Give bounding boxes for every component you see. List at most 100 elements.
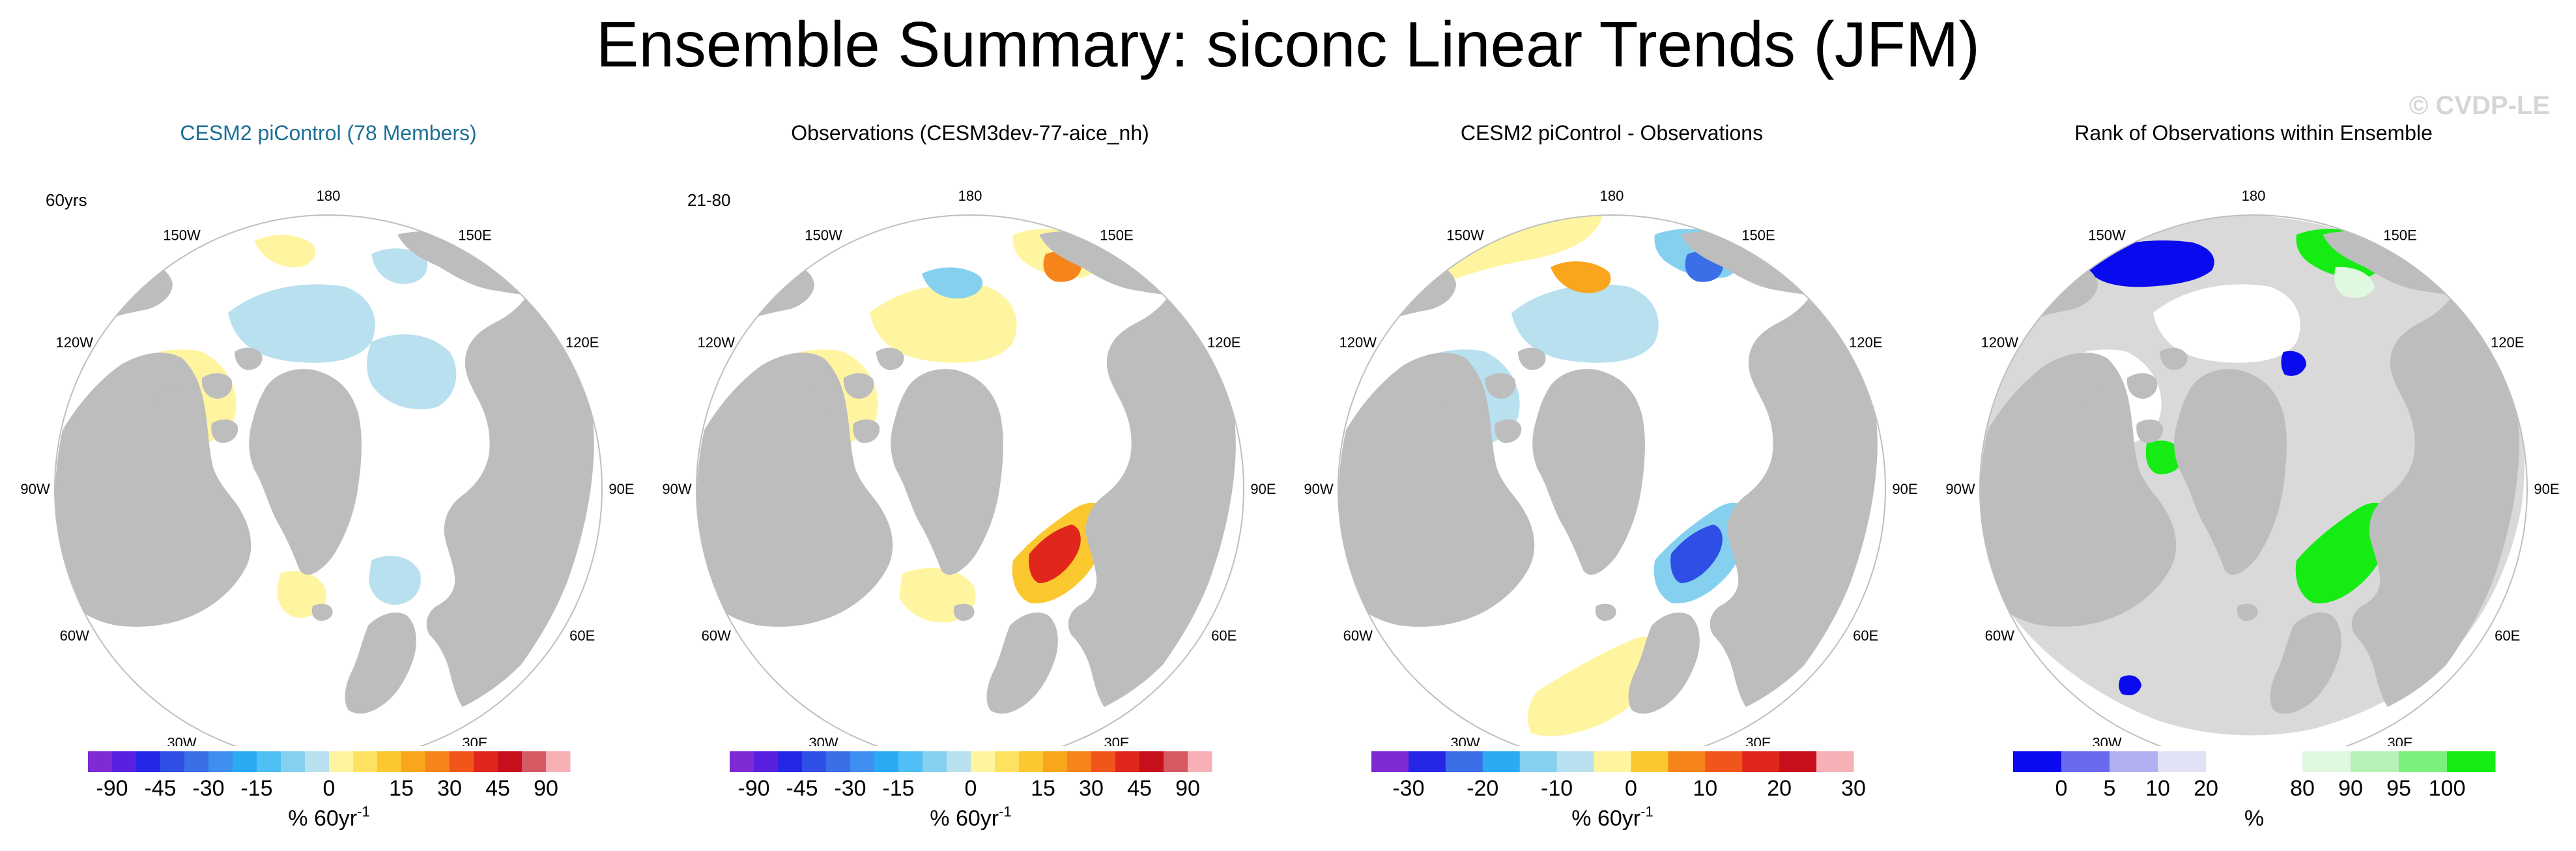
land-mass [843, 373, 874, 399]
colorbar-tick-label: 90 [2338, 776, 2363, 801]
longitude-label: 180 [958, 188, 982, 204]
colorbar-swatch [353, 751, 378, 772]
colorbar-swatch [2013, 751, 2062, 772]
land-mass [1710, 290, 1878, 707]
colorbar-swatch [281, 751, 306, 772]
colorbar-swatch [1043, 751, 1068, 772]
longitude-label: 30E [1745, 735, 1771, 746]
units-text: % 60yr [288, 806, 357, 831]
longitude-label: 30E [1104, 735, 1129, 746]
land-mass [696, 353, 893, 627]
colorbar-swatch [2302, 751, 2351, 772]
colorbar-units-label: % 60yr-1 [288, 803, 369, 831]
longitude-label: 120W [698, 334, 736, 351]
land-mass [1338, 353, 1535, 627]
colorbar-swatch [2254, 751, 2303, 772]
colorbar-tick-label: 10 [1693, 776, 1717, 801]
longitude-label: 150E [2383, 227, 2416, 243]
colorbar-swatch [1115, 751, 1140, 772]
longitude-label: 60E [2495, 627, 2520, 644]
colorbar-swatch [377, 751, 402, 772]
colorbar-tick-label: 100 [2429, 776, 2466, 801]
longitude-label: 120W [1339, 334, 1377, 351]
units-text: % 60yr [930, 806, 999, 831]
map-boundary [54, 214, 603, 746]
longitude-label: 90E [608, 481, 634, 497]
longitude-label: 30W [2092, 735, 2121, 746]
colorbar-swatch [184, 751, 209, 772]
land-mass [2323, 231, 2463, 295]
colorbar-swatch [498, 751, 522, 772]
colorbar-tick-label: 30 [1841, 776, 1866, 801]
colorbar: -30 -20 -10 0 10 20 30 % 60yr-1 [1371, 751, 1866, 831]
colorbar-tick-label: 30 [437, 776, 462, 801]
land-mass [2082, 387, 2121, 418]
longitude-label: 30W [167, 735, 196, 746]
longitude-label: 60E [1853, 627, 1878, 644]
ice-trend-region [2281, 351, 2306, 376]
land-mass [1068, 290, 1236, 707]
ice-trend-region [870, 284, 1017, 363]
colorbar-swatch [2158, 751, 2207, 772]
colorbar-tick-label: 15 [389, 776, 414, 801]
units-superscript: -1 [1640, 803, 1653, 820]
colorbar-tick-label: -30 [192, 776, 224, 801]
colorbar-tick-label: 95 [2386, 776, 2411, 801]
colorbar-swatch [2447, 751, 2496, 772]
colorbar-swatch [136, 751, 161, 772]
colorbar-swatch [754, 751, 779, 772]
colorbar-swatch [2061, 751, 2110, 772]
colorbar-swatch [2206, 751, 2255, 772]
longitude-label: 60W [1985, 627, 2014, 644]
colorbar-swatch [1594, 751, 1631, 772]
land-mass [1485, 373, 1516, 399]
colorbar-swatch [1482, 751, 1521, 772]
colorbar-swatch [1519, 751, 1558, 772]
colorbar-units-label: % 60yr-1 [930, 803, 1011, 831]
colorbar: -90 -45 -30 -15 0 15 30 45 90 % 60yr-1 [88, 751, 571, 831]
longitude-label: 90W [1945, 481, 1975, 497]
longitude-label: 150W [1446, 227, 1484, 243]
land-mass [986, 613, 1058, 714]
colorbar-swatch [1371, 751, 1409, 772]
colorbar-swatch [546, 751, 571, 772]
ice-trend-region [367, 334, 457, 410]
map-panel-1: CESM2 piControl (78 Members) 60yrs 180 150E… [7, 117, 650, 847]
colorbar-tick-label: -10 [1541, 776, 1573, 801]
longitude-label: 90E [2534, 481, 2559, 497]
map-panel-4: Rank of Observations within Ensemble 180 1… [1932, 117, 2575, 847]
colorbar-tick-label: 5 [2104, 776, 2116, 801]
longitude-label: 60W [1343, 627, 1373, 644]
colorbar-tick-label: 45 [485, 776, 510, 801]
longitude-label: 30W [809, 735, 838, 746]
colorbar-tick-label: 20 [1767, 776, 1792, 801]
longitude-label: 30W [1450, 735, 1480, 746]
colorbar-swatch [923, 751, 947, 772]
colorbar-tick-label: 0 [1625, 776, 1637, 801]
longitude-label: 150E [1100, 227, 1133, 243]
polar-map: 180150E120E90E60E30E030W60W90W120W150W [1304, 188, 1918, 746]
longitude-label: 120W [1981, 334, 2019, 351]
longitude-label: 120E [1849, 334, 1882, 351]
land-mass [235, 347, 263, 370]
colorbar-tick-label: -20 [1467, 776, 1498, 801]
land-mass [1440, 387, 1480, 418]
ice-trend-region [254, 235, 315, 268]
longitude-label: 150W [2088, 227, 2126, 243]
map-boundary [1979, 214, 2528, 746]
land-mass [311, 603, 333, 621]
units-superscript: -1 [357, 803, 370, 820]
colorbar-tick-label: 45 [1127, 776, 1152, 801]
map-panel-2: Observations (CESM3dev-77-aice_nh) 21-80 1… [648, 117, 1292, 847]
ice-trend-region [1527, 636, 1665, 736]
ice-trend-region [369, 555, 421, 605]
colorbar-swatch [1816, 751, 1854, 772]
units-superscript: -1 [999, 803, 1012, 820]
colorbar-swatch [474, 751, 498, 772]
land-mass [1495, 419, 1522, 443]
colorbar-swatch [257, 751, 281, 772]
colorbar-swatch [2399, 751, 2448, 772]
longitude-label: 120E [2491, 334, 2524, 351]
colorbar-swatch [971, 751, 995, 772]
colorbar-swatch [850, 751, 875, 772]
